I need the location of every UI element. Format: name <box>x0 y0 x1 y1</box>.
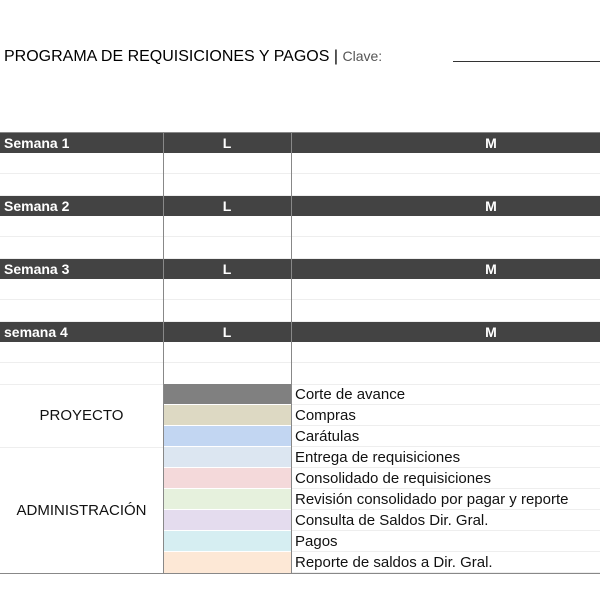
legend-label: Revisión consolidado por pagar y reporte <box>295 491 569 508</box>
legend-row-divider <box>291 467 600 468</box>
week-label: Semana 3 <box>4 261 70 277</box>
week-header: Semana 1 L M <box>0 133 600 153</box>
legend-row-divider <box>291 425 600 426</box>
table-bottom-border <box>0 573 600 574</box>
legend-row-divider <box>291 488 600 489</box>
week-row[interactable] <box>0 301 600 322</box>
day-header-m: M <box>485 261 497 277</box>
week-row[interactable] <box>0 342 600 363</box>
legend-label: Reporte de saldos a Dir. Gral. <box>295 554 493 571</box>
legend-swatch <box>164 405 291 425</box>
legend-label: Consulta de Saldos Dir. Gral. <box>295 512 489 529</box>
legend-label: Entrega de requisiciones <box>295 449 461 466</box>
week-header: Semana 3 L M <box>0 259 600 279</box>
legend-swatch <box>164 447 291 467</box>
legend-label: Consolidado de requisiciones <box>295 470 491 487</box>
day-header-l: L <box>222 261 232 277</box>
legend-label: Pagos <box>295 533 338 550</box>
legend-swatch <box>164 426 291 446</box>
legend-row-divider <box>291 530 600 531</box>
week-row[interactable] <box>0 216 600 237</box>
day-header-l: L <box>222 198 232 214</box>
clave-field[interactable] <box>453 61 600 62</box>
week-row[interactable] <box>0 279 600 300</box>
table-top-border <box>0 132 600 133</box>
column-divider <box>291 132 292 573</box>
day-header-m: M <box>485 324 497 340</box>
day-header-m: M <box>485 135 497 151</box>
legend-swatch <box>164 552 291 573</box>
day-header-m: M <box>485 198 497 214</box>
legend-swatch <box>164 510 291 530</box>
week-label: Semana 1 <box>4 135 70 151</box>
legend-swatch <box>164 489 291 509</box>
week-label: semana 4 <box>4 324 68 340</box>
legend-row-divider <box>291 509 600 510</box>
week-header: Semana 2 L M <box>0 196 600 216</box>
group-divider <box>0 447 163 448</box>
week-row[interactable] <box>0 238 600 259</box>
title-text: PROGRAMA DE REQUISICIONES Y PAGOS <box>4 48 330 65</box>
legend-label: Carátulas <box>295 428 360 445</box>
day-header-l: L <box>222 135 232 151</box>
legend-row-divider <box>291 446 600 447</box>
clave-label: Clave: <box>342 48 383 64</box>
title-separator: | <box>333 48 339 65</box>
legend-row-divider <box>291 572 600 573</box>
group-proyecto: PROYECTO <box>39 407 124 424</box>
legend-swatch <box>164 468 291 488</box>
week-row[interactable] <box>0 153 600 174</box>
legend-row-divider <box>291 404 600 405</box>
legend-label: Corte de avance <box>295 386 406 403</box>
column-divider <box>163 132 164 573</box>
week-row[interactable] <box>0 364 600 385</box>
legend-row-divider <box>291 551 600 552</box>
legend-swatch <box>164 531 291 551</box>
week-header: semana 4 L M <box>0 322 600 342</box>
page-title: PROGRAMA DE REQUISICIONES Y PAGOS | Clav… <box>4 48 382 66</box>
group-administracion: ADMINISTRACIÓN <box>16 501 147 519</box>
legend-label: Compras <box>295 407 356 424</box>
legend-swatch <box>164 384 291 404</box>
week-label: Semana 2 <box>4 198 70 214</box>
day-header-l: L <box>222 324 232 340</box>
week-row[interactable] <box>0 175 600 196</box>
